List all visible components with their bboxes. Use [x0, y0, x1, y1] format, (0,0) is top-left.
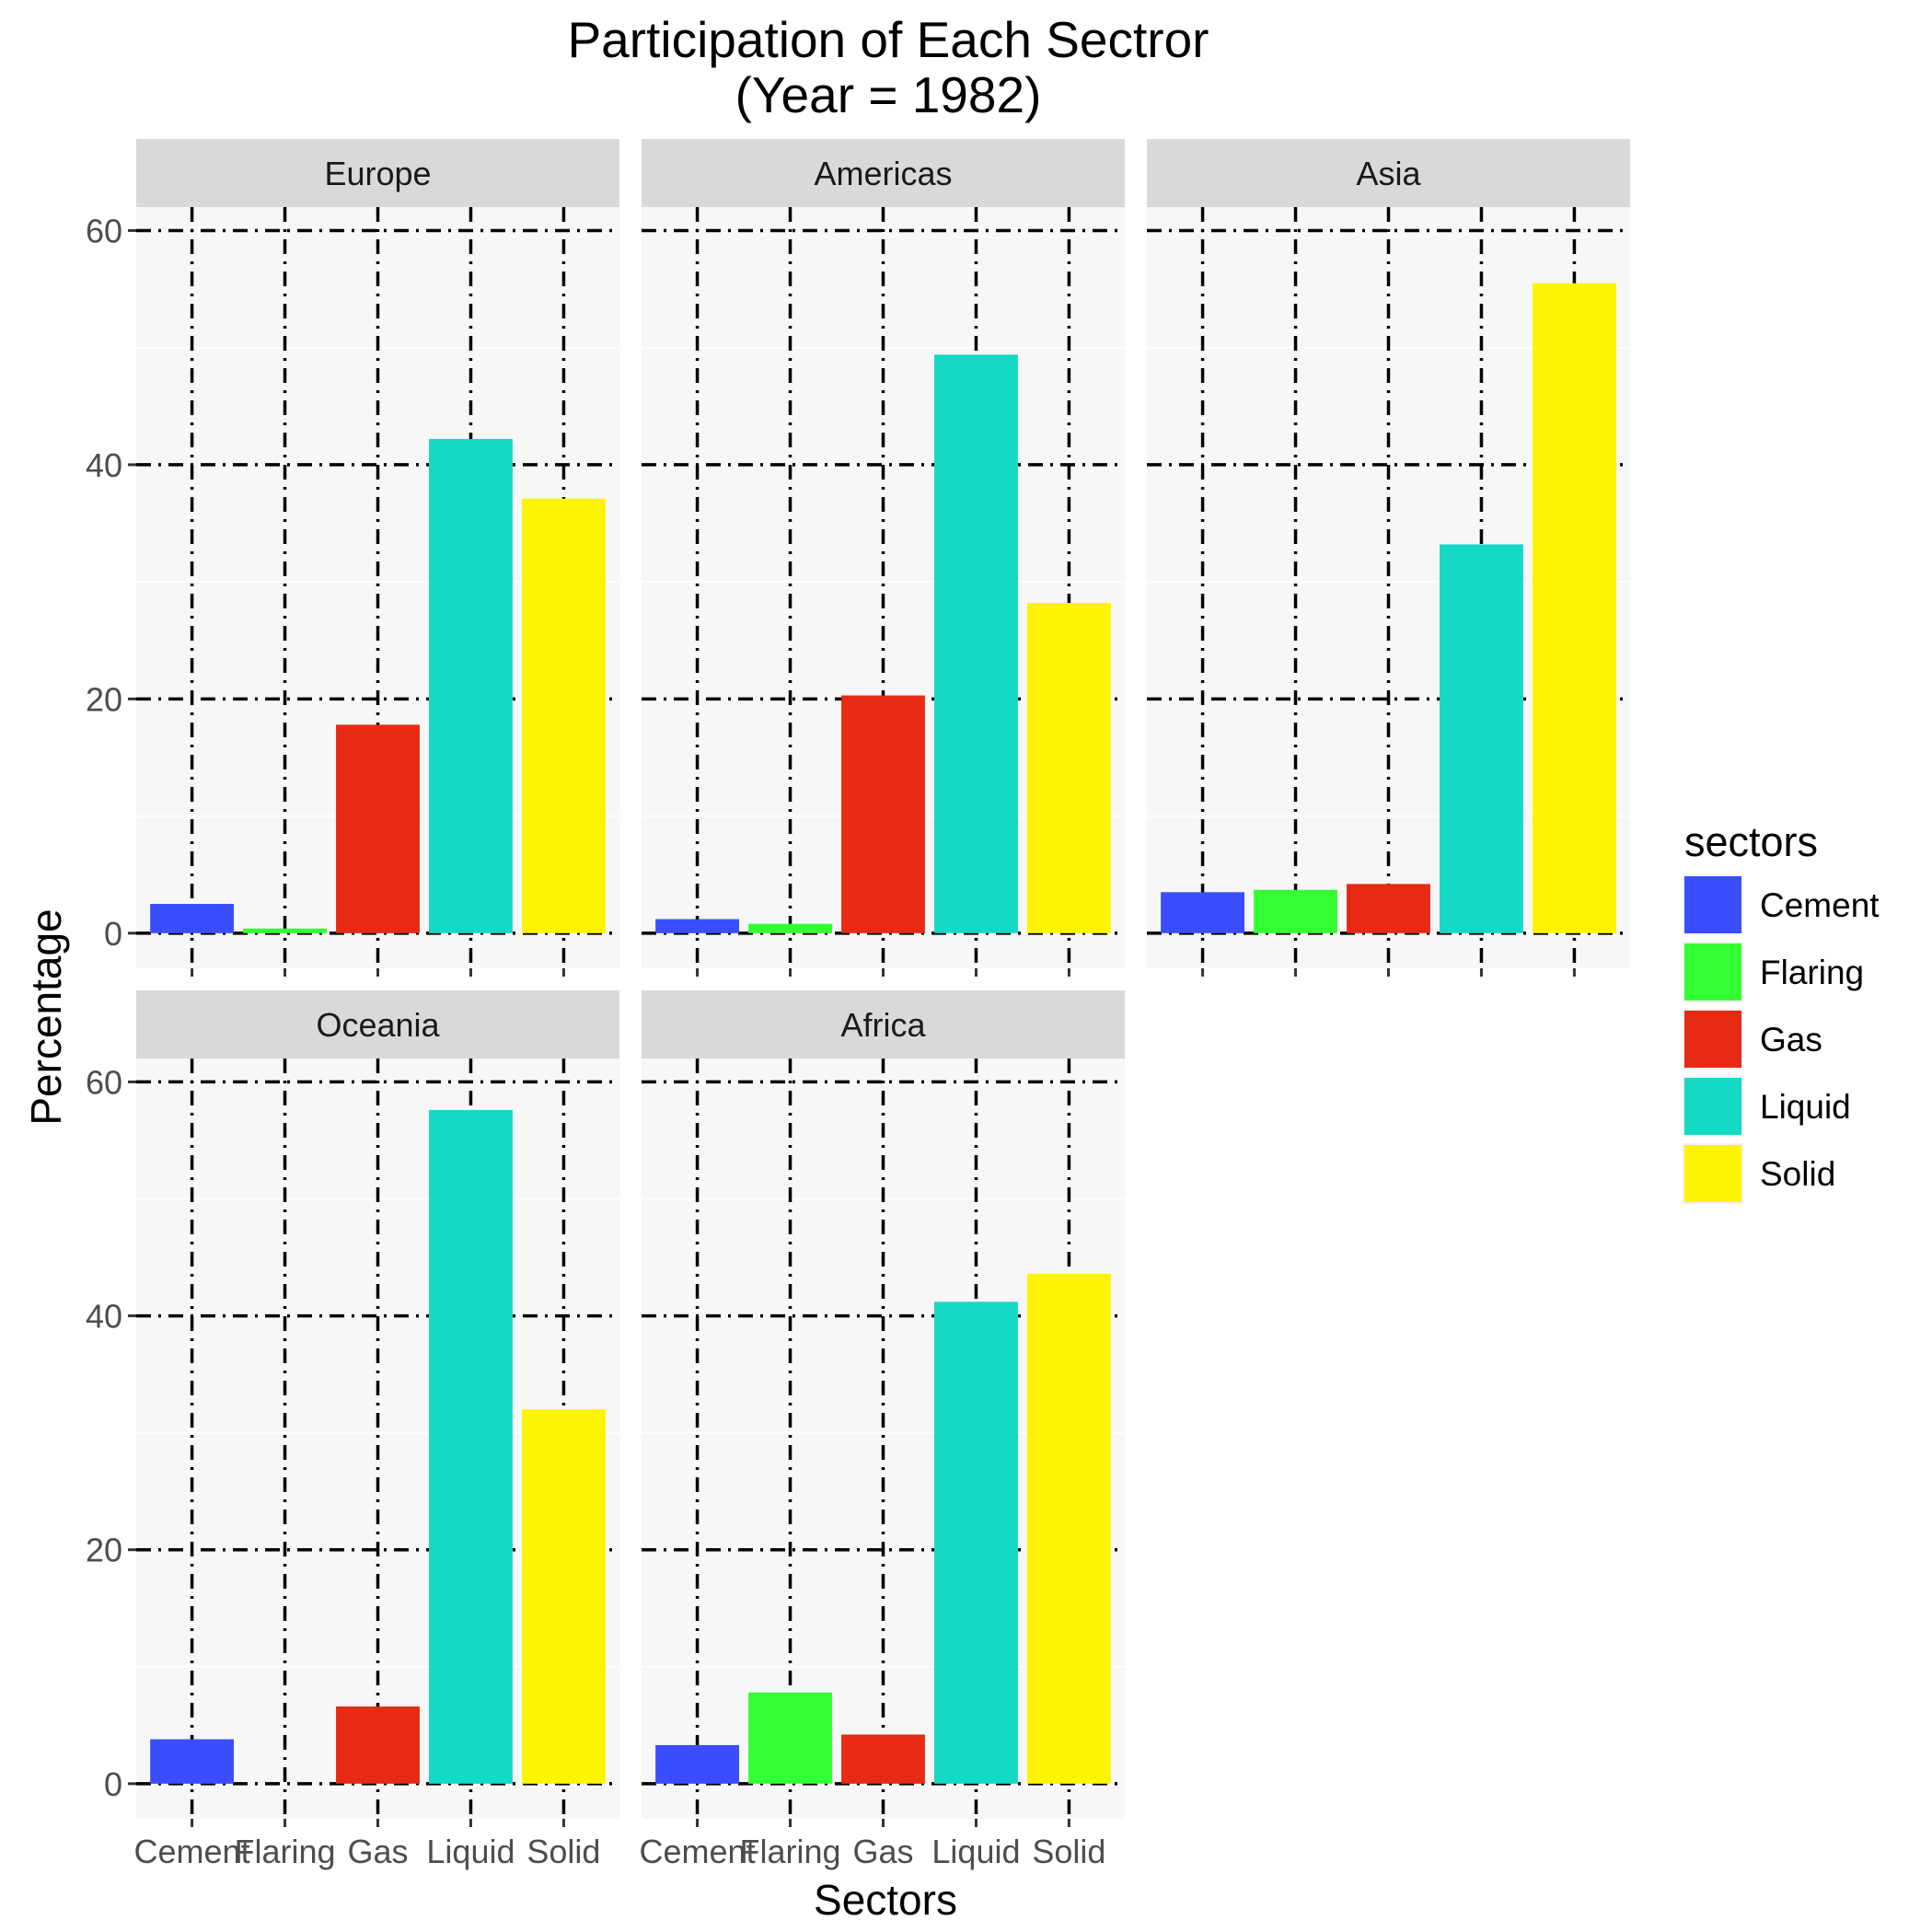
facet-americas: Americas — [642, 139, 1125, 977]
y-axis-title: Percentage — [22, 908, 70, 1125]
y-tick-label: 20 — [86, 1532, 122, 1569]
y-tick-label: 20 — [86, 680, 122, 718]
x-tick-label: Gas — [347, 1833, 408, 1870]
legend-swatch-gas — [1684, 1011, 1741, 1068]
x-tick-label: Liquid — [931, 1833, 1020, 1870]
y-tick-label: 40 — [86, 1298, 122, 1336]
legend-swatch-solid — [1684, 1145, 1741, 1202]
x-axis-title: Sectors — [814, 1876, 957, 1924]
facet-strip — [642, 990, 1125, 1059]
chart-subtitle: (Year = 1982) — [735, 66, 1042, 123]
facet-strip — [642, 139, 1125, 207]
x-tick-label: Cement — [640, 1833, 756, 1870]
legend: sectors Cement Flaring Gas Liquid Solid — [1683, 818, 1880, 1204]
bar-americas-flaring — [748, 923, 832, 933]
x-tick-label: Gas — [852, 1833, 913, 1870]
facet-strip — [136, 139, 619, 207]
bar-asia-cement — [1161, 892, 1245, 933]
y-tick-label: 60 — [86, 212, 122, 249]
x-tick-label: Cement — [134, 1833, 250, 1870]
bar-oceania-gas — [336, 1706, 420, 1784]
bar-oceania-liquid — [429, 1109, 513, 1784]
legend-swatch-cement — [1684, 876, 1741, 933]
facet-europe: Europe 0 20 40 60 — [86, 139, 619, 977]
bar-oceania-cement — [150, 1739, 235, 1784]
bar-europe-flaring — [243, 928, 327, 933]
legend-label-gas: Gas — [1760, 1021, 1822, 1059]
bar-africa-cement — [655, 1744, 740, 1784]
bar-africa-flaring — [748, 1692, 832, 1784]
facet-panels: Europe 0 20 40 60 Americas Asia Oceania 0 20 40 60 C… — [86, 139, 1630, 1870]
x-tick-label: Flaring — [740, 1833, 841, 1870]
bar-africa-solid — [1026, 1273, 1111, 1784]
x-tick-label: Liquid — [426, 1833, 515, 1870]
bar-asia-flaring — [1254, 889, 1337, 933]
x-tick-label: Solid — [1032, 1833, 1105, 1870]
x-tick-label: Flaring — [235, 1833, 336, 1870]
bar-oceania-solid — [521, 1409, 606, 1784]
facet-label: Americas — [814, 155, 952, 192]
bar-europe-gas — [336, 724, 420, 933]
bar-americas-liquid — [934, 354, 1018, 933]
bar-americas-gas — [841, 695, 925, 933]
legend-label-liquid: Liquid — [1760, 1088, 1851, 1126]
legend-label-cement: Cement — [1760, 886, 1880, 924]
y-tick-label: 0 — [104, 1765, 122, 1803]
bar-asia-gas — [1347, 884, 1430, 933]
bar-americas-cement — [655, 919, 740, 933]
x-tick-label: Solid — [526, 1833, 600, 1870]
bar-europe-cement — [150, 904, 235, 933]
bar-asia-liquid — [1440, 544, 1523, 933]
legend-title: sectors — [1684, 818, 1818, 865]
bar-asia-solid — [1532, 283, 1616, 933]
bar-americas-solid — [1026, 603, 1111, 933]
legend-label-flaring: Flaring — [1760, 954, 1864, 991]
legend-label-solid: Solid — [1760, 1155, 1835, 1193]
facet-label: Europe — [324, 155, 431, 192]
facet-strip — [136, 990, 619, 1059]
y-tick-label: 0 — [104, 915, 122, 953]
y-tick-label: 40 — [86, 446, 122, 484]
legend-swatch-liquid — [1684, 1078, 1741, 1135]
facet-label: Oceania — [316, 1006, 440, 1044]
bar-africa-gas — [841, 1734, 925, 1784]
bar-africa-liquid — [934, 1301, 1018, 1784]
facet-label: Africa — [840, 1006, 926, 1044]
facet-strip — [1147, 139, 1630, 207]
chart-title: Participation of Each Sectror — [567, 11, 1209, 68]
facet-label: Asia — [1356, 155, 1421, 192]
facet-asia: Asia — [1147, 139, 1630, 977]
legend-swatch-flaring — [1684, 943, 1741, 1001]
bar-europe-solid — [521, 498, 606, 933]
y-tick-label: 60 — [86, 1063, 122, 1101]
bar-europe-liquid — [429, 438, 513, 933]
